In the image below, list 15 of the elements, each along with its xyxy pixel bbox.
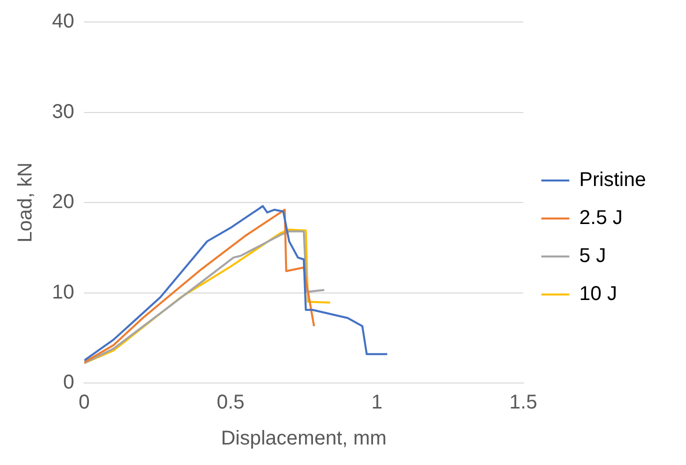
y-tick-label: 0 [63,372,74,394]
legend-label: 10 J [579,283,618,306]
y-tick-label: 30 [52,100,74,123]
y-tick-label: 20 [52,191,74,214]
x-axis-title: Displacement, mm [220,428,387,450]
x-tick-label: 0.5 [216,392,245,414]
x-tick-label: 1.5 [509,392,538,414]
x-tick-label: 0 [78,392,90,414]
legend-label: Pristine [579,169,646,192]
y-tick-label: 10 [52,281,74,304]
legend-label: 2.5 J [579,207,623,230]
x-tick-label: 1 [371,392,383,414]
legend-label: 5 J [579,245,606,268]
y-axis-title: Load, kN [14,162,37,243]
y-tick-label: 40 [52,10,74,33]
